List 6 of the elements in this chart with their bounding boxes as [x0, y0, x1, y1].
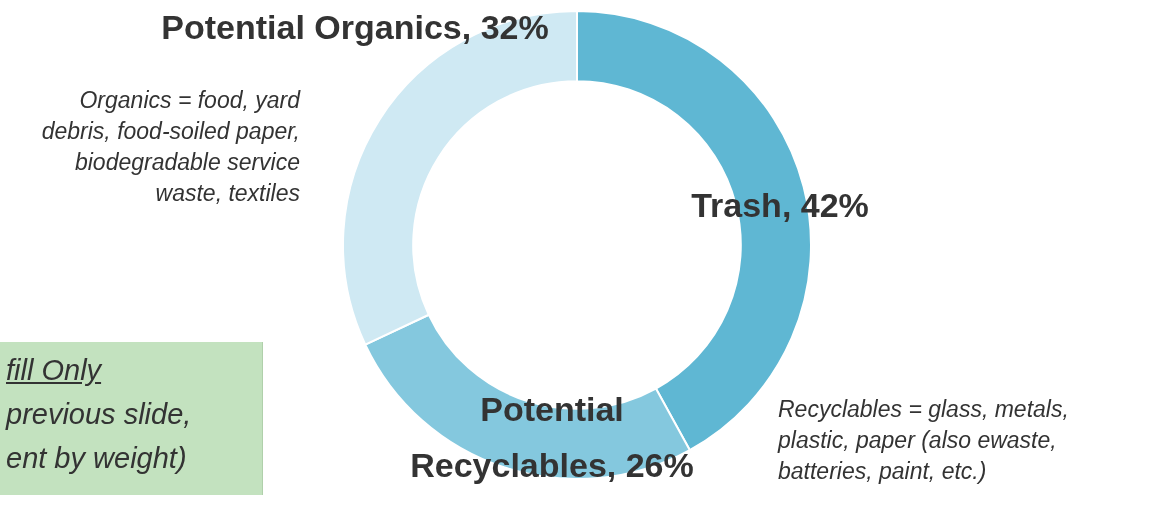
- text: previous slide,: [6, 398, 192, 431]
- text: Recyclables = glass, metals, plastic, paper (also ewaste, batteries, paint, etc.): [778, 395, 1070, 486]
- text: fill Only: [6, 354, 102, 387]
- text: Organics = food, yard debris, food-soiled paper, biodegradable service waste, textiles: [40, 86, 300, 208]
- slice-label: Potential Organics, 32%: [161, 8, 549, 47]
- text: ent by weight): [6, 442, 187, 475]
